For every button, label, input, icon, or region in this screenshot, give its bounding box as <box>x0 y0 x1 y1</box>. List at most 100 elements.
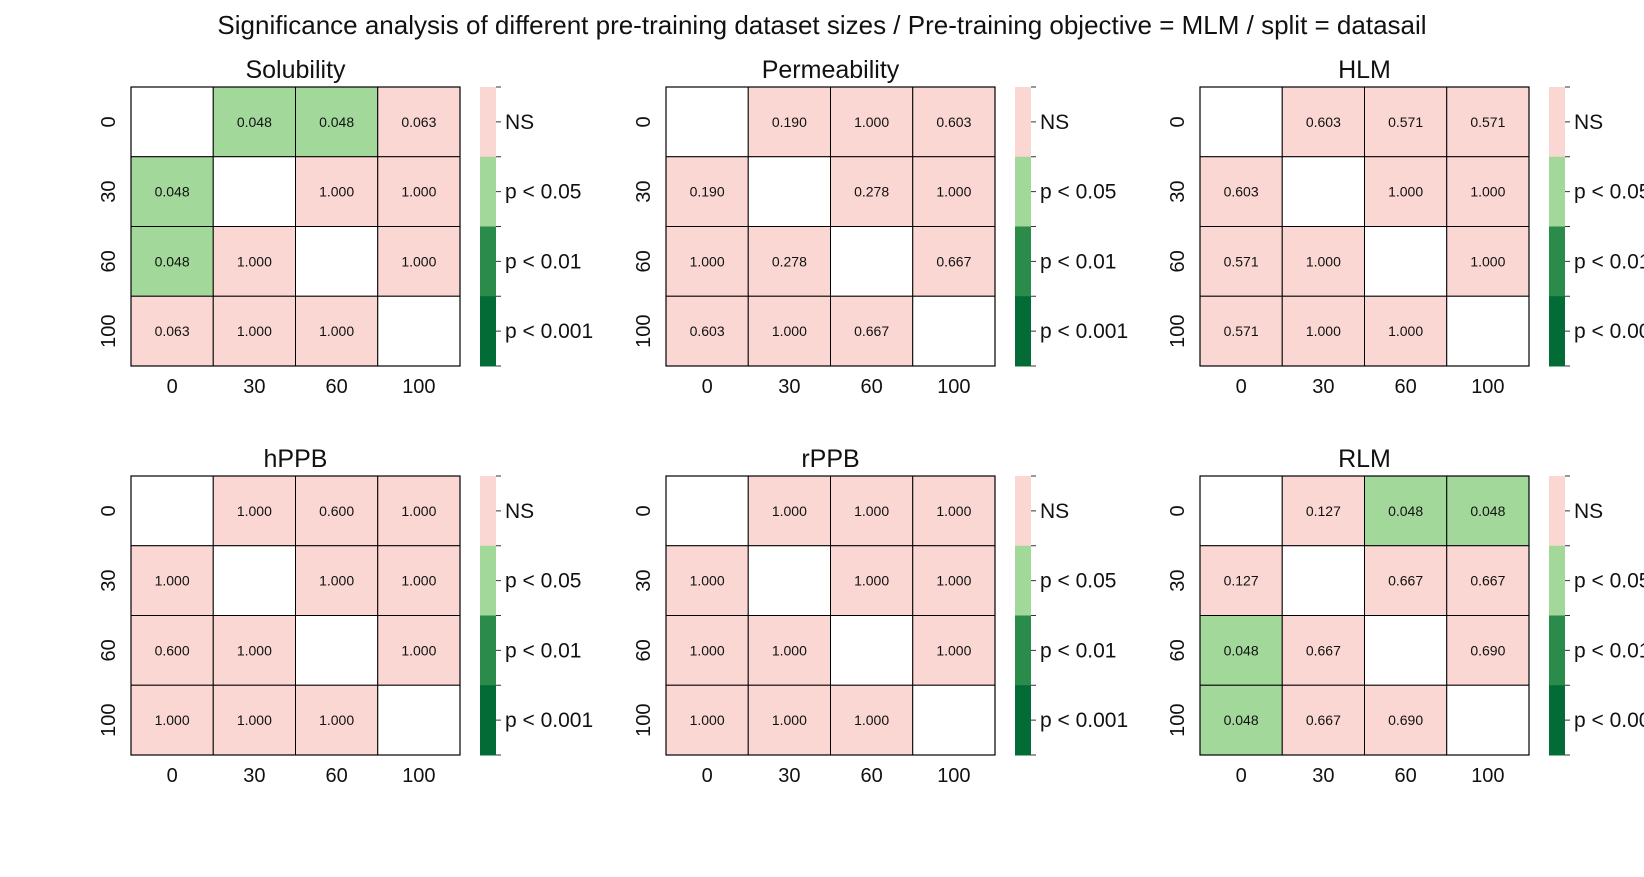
heatmap-cell <box>747 295 831 367</box>
x-tick-label: 0 <box>1236 376 1247 398</box>
heatmap-cell <box>1281 545 1365 616</box>
colorbar-segment <box>1549 226 1565 297</box>
heatmap-cell <box>1364 295 1448 367</box>
colorbar-segment <box>480 156 496 227</box>
cell-value-label: 0.667 <box>1306 642 1341 658</box>
cell-value-label: 0.603 <box>690 323 725 339</box>
cell-value-label: 1.000 <box>155 712 190 728</box>
cell-value-label: 0.603 <box>936 114 971 130</box>
x-tick-label: 100 <box>937 765 970 787</box>
x-tick-label: 60 <box>326 765 348 787</box>
colorbar-segment <box>480 296 496 367</box>
figure-title: Significance analysis of different pre-t… <box>217 10 1427 40</box>
colorbar-segment <box>1015 226 1031 297</box>
heatmap-cell <box>912 226 996 297</box>
colorbar-label: p < 0.05 <box>1574 570 1644 593</box>
cell-value-label: 0.048 <box>319 114 354 130</box>
heatmap-cell <box>912 615 996 686</box>
heatmap-cell <box>912 475 996 547</box>
cell-value-label: 0.600 <box>319 503 354 519</box>
heatmap-panel-hppb: hPPB 1.000 0.600 1.000 1.000 1.000 1.000 0.600 1… <box>98 445 593 787</box>
panel-title: Solubility <box>245 56 346 84</box>
heatmap-cell <box>1281 156 1365 227</box>
y-tick-label: 60 <box>633 639 655 661</box>
cell-value-label: 0.048 <box>155 253 190 269</box>
heatmap-cell <box>295 615 379 686</box>
heatmap-cell <box>665 475 749 547</box>
colorbar-label: p < 0.05 <box>505 570 581 593</box>
panel-title: rPPB <box>801 445 859 473</box>
colorbar-label: p < 0.001 <box>1040 320 1128 343</box>
cell-value-label: 0.571 <box>1470 114 1505 130</box>
cell-value-label: 0.063 <box>401 114 436 130</box>
y-tick-label: 30 <box>98 570 120 592</box>
heatmap-cell <box>1199 615 1283 686</box>
cell-value-label: 1.000 <box>936 642 971 658</box>
colorbar-segment <box>1549 156 1565 227</box>
y-tick-label: 60 <box>633 250 655 272</box>
y-tick-label: 60 <box>1167 250 1189 272</box>
heatmap-cell <box>377 86 461 158</box>
heatmap-cell <box>212 156 296 227</box>
colorbar-label: p < 0.001 <box>1574 320 1644 343</box>
heatmap-panel-hlm: HLM 0.603 0.571 0.571 0.603 1.000 1.000 0.571 1.… <box>1167 56 1644 398</box>
cell-value-label: 0.127 <box>1224 573 1259 589</box>
cell-value-label: 1.000 <box>772 323 807 339</box>
heatmap-cell <box>377 295 461 367</box>
y-tick-label: 0 <box>98 505 120 516</box>
heatmap-cell <box>130 615 214 686</box>
colorbar-segment <box>1015 685 1031 756</box>
cell-value-label: 0.667 <box>936 253 971 269</box>
cell-value-label: 1.000 <box>401 184 436 200</box>
heatmap-cell <box>1281 615 1365 686</box>
colorbar-segment <box>1015 615 1031 686</box>
cell-value-label: 0.048 <box>1224 642 1259 658</box>
y-tick-label: 100 <box>1167 314 1189 347</box>
colorbar-label: p < 0.05 <box>505 181 581 204</box>
heatmap-cell <box>1364 86 1448 158</box>
cell-value-label: 0.048 <box>155 184 190 200</box>
heatmap-cell <box>130 295 214 367</box>
heatmap-cell <box>830 86 914 158</box>
heatmap-cell <box>830 156 914 227</box>
y-tick-label: 60 <box>98 639 120 661</box>
x-tick-label: 100 <box>937 376 970 398</box>
colorbar-label: p < 0.05 <box>1040 570 1116 593</box>
x-tick-label: 30 <box>1312 376 1334 398</box>
heatmap-cell <box>295 684 379 756</box>
cell-value-label: 0.667 <box>1388 573 1423 589</box>
cell-value-label: 0.278 <box>772 253 807 269</box>
cell-value-label: 1.000 <box>319 573 354 589</box>
heatmap-cell <box>665 615 749 686</box>
heatmap-cell <box>1199 545 1283 616</box>
heatmap-cell <box>295 226 379 297</box>
heatmap-cell <box>665 684 749 756</box>
colorbar-label: p < 0.01 <box>505 639 581 662</box>
colorbar-label: p < 0.001 <box>505 320 593 343</box>
heatmap-cell <box>665 156 749 227</box>
cell-value-label: 1.000 <box>401 642 436 658</box>
colorbar-label: p < 0.05 <box>1574 181 1644 204</box>
heatmap-cell <box>747 156 831 227</box>
cell-value-label: 1.000 <box>319 323 354 339</box>
heatmap-cell <box>377 226 461 297</box>
cell-value-label: 1.000 <box>155 573 190 589</box>
x-tick-label: 30 <box>1312 765 1334 787</box>
x-tick-label: 60 <box>861 376 883 398</box>
colorbar-segment <box>1549 87 1565 158</box>
cell-value-label: 1.000 <box>401 573 436 589</box>
cell-value-label: 0.127 <box>1306 503 1341 519</box>
colorbar-segment <box>1015 87 1031 158</box>
colorbar-segment <box>1549 545 1565 616</box>
cell-value-label: 1.000 <box>854 712 889 728</box>
x-tick-label: 30 <box>778 765 800 787</box>
heatmap-cell <box>1446 545 1530 616</box>
heatmap-cell <box>1199 684 1283 756</box>
heatmap-cell <box>1446 226 1530 297</box>
heatmap-cell <box>747 615 831 686</box>
x-tick-label: 0 <box>1236 765 1247 787</box>
colorbar-segment <box>1549 685 1565 756</box>
colorbar-segment <box>1015 545 1031 616</box>
cell-value-label: 1.000 <box>319 184 354 200</box>
